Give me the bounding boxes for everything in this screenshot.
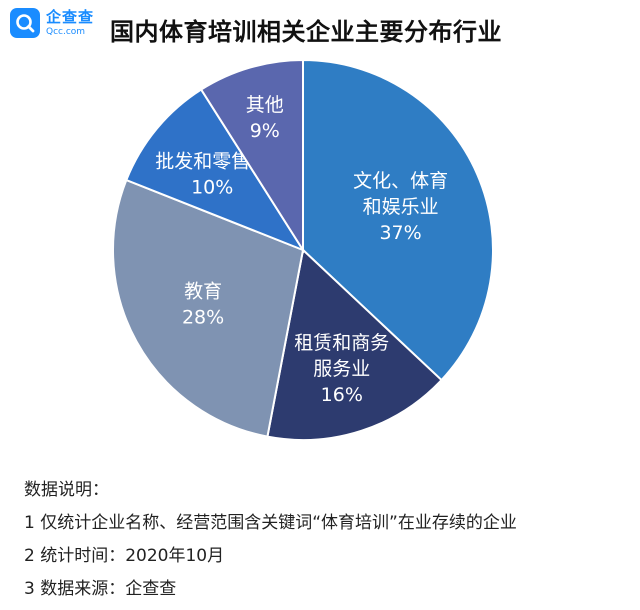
slice-category-label: 文化、体育	[353, 170, 448, 192]
pie-slice	[112, 178, 305, 438]
slice-category-label: 其他	[246, 94, 284, 116]
slice-category-label: 服务业	[313, 358, 370, 380]
qcc-logo-icon	[10, 8, 40, 38]
notes-line-1: 1 仅统计企业名称、经营范围含关键词“体育培训”在业存续的企业	[24, 513, 517, 533]
slice-category-label: 教育	[184, 280, 222, 302]
slice-percent-label: 9%	[250, 120, 280, 142]
slice-percent-label: 28%	[182, 306, 224, 328]
pie-slice	[302, 58, 494, 382]
chart-title: 国内体育培训相关企业主要分布行业	[110, 18, 502, 46]
slice-category-label: 和娱乐业	[363, 196, 439, 218]
slice-percent-label: 37%	[379, 222, 421, 244]
pie-slice	[125, 88, 306, 253]
pie-slice	[199, 58, 304, 254]
notes-heading: 数据说明：	[24, 480, 109, 500]
notes-line-2: 2 统计时间：2020年10月	[24, 546, 225, 566]
brand-domain: Qcc.com	[46, 26, 86, 37]
pie-slice	[266, 248, 443, 441]
data-notes: 数据说明： 1 仅统计企业名称、经营范围含关键词“体育培训”在业存续的企业 2 …	[24, 474, 517, 606]
notes-line-3: 3 数据来源：企查查	[24, 579, 177, 599]
brand-logo: 企查查 Qcc.com	[10, 8, 94, 38]
slice-percent-label: 16%	[321, 384, 363, 406]
slice-percent-label: 10%	[191, 176, 233, 198]
slice-category-label: 租赁和商务	[294, 332, 389, 354]
brand-name: 企查查	[46, 7, 95, 26]
slice-category-label: 批发和零售业	[155, 150, 269, 172]
